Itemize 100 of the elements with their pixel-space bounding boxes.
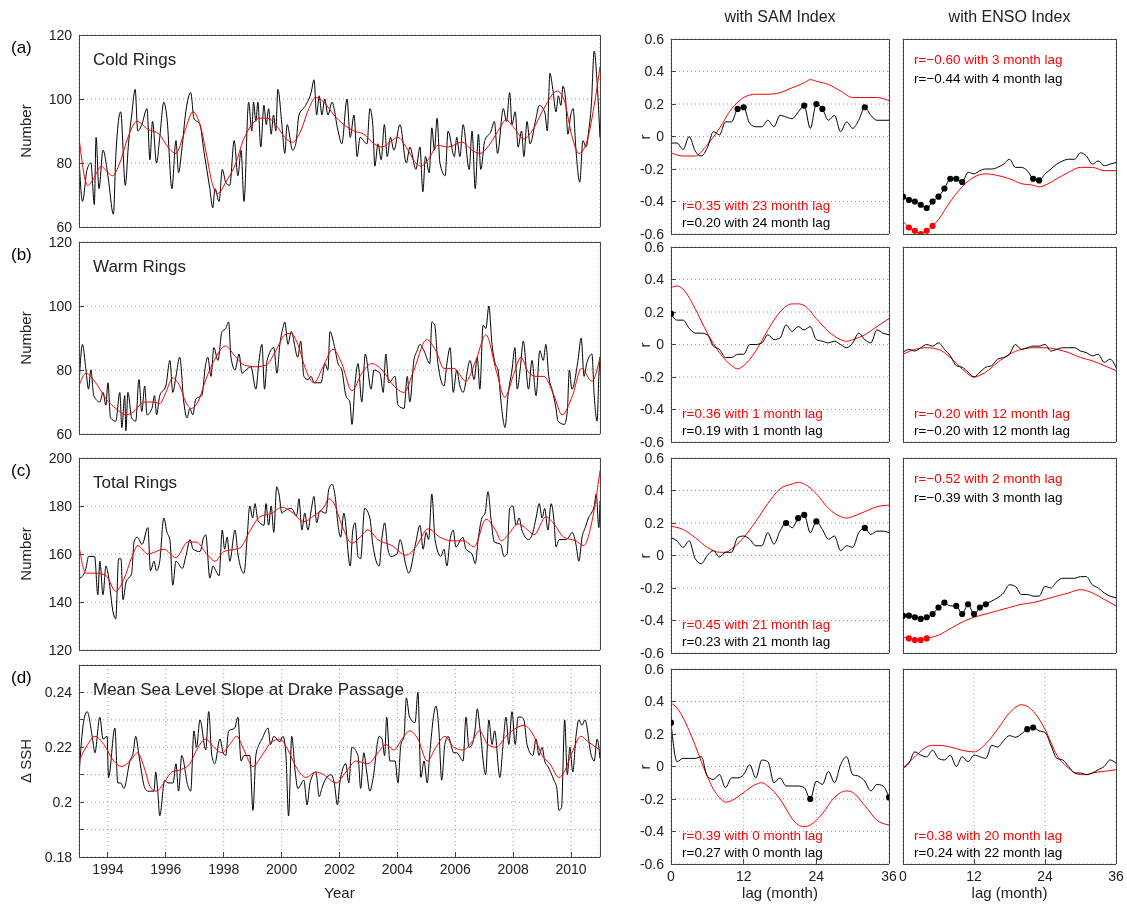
point bbox=[935, 604, 942, 611]
y-tick-label: 180 bbox=[48, 497, 73, 514]
y-tick-label: -0.2 bbox=[639, 579, 665, 596]
y-tick-label: 0.4 bbox=[644, 63, 665, 80]
text: Total Rings bbox=[93, 473, 178, 493]
x-tick-label: 36 bbox=[881, 867, 897, 884]
point bbox=[1030, 175, 1037, 182]
y-tick-label: -0.6 bbox=[639, 855, 665, 872]
y-tick-label: 0.6 bbox=[644, 30, 665, 47]
y-tick-label: 0.2 bbox=[644, 725, 665, 742]
text: Mean Sea Level Slope at Drake Passage bbox=[93, 680, 404, 700]
point bbox=[929, 222, 936, 229]
x-axis-title: Year bbox=[323, 884, 356, 902]
y-tick-label: 0.2 bbox=[644, 303, 665, 320]
y-tick-label: 120 bbox=[48, 641, 73, 658]
annotation: r=−0.20 with 12 month lag bbox=[914, 406, 1071, 422]
annotation: r=0.23 with 21 month lag bbox=[682, 634, 831, 650]
annotation: r=−0.52 with 2 month lag bbox=[914, 471, 1063, 487]
x-axis-title: lag (month) bbox=[970, 884, 1049, 902]
y-tick-label: 0.6 bbox=[644, 660, 665, 677]
x-axis-title: lag (month) bbox=[741, 884, 819, 902]
x-tick-label: 36 bbox=[1108, 867, 1124, 884]
line-series bbox=[671, 79, 889, 157]
y-tick-label: 0.2 bbox=[52, 794, 73, 811]
y-tick-label: 0.2 bbox=[644, 95, 665, 112]
point bbox=[1035, 177, 1043, 184]
y-tick-label: 0 bbox=[656, 547, 665, 564]
point bbox=[959, 610, 966, 618]
annotation: r=0.20 with 24 month lag bbox=[682, 215, 831, 231]
y-tick-label: 60 bbox=[56, 425, 73, 442]
annotation: r=0.27 with 0 month lag bbox=[682, 845, 823, 861]
text: (b) bbox=[11, 245, 32, 265]
point bbox=[976, 604, 984, 611]
point bbox=[911, 614, 918, 621]
point bbox=[953, 602, 960, 609]
point bbox=[923, 204, 930, 212]
point bbox=[959, 178, 966, 186]
y-tick-label: 0.2 bbox=[644, 514, 665, 531]
point bbox=[917, 201, 924, 208]
point bbox=[923, 635, 930, 642]
y-axis-title: Number bbox=[17, 311, 35, 365]
annotation: r=0.35 with 23 month lag bbox=[682, 198, 831, 214]
y-axis-title: r bbox=[636, 764, 654, 769]
y-tick-label: 200 bbox=[48, 449, 73, 466]
point bbox=[923, 614, 930, 621]
annotation: r=0.45 with 21 month lag bbox=[682, 617, 831, 633]
y-tick-label: -0.4 bbox=[639, 823, 665, 840]
line-series bbox=[79, 50, 600, 215]
y-tick-label: 80 bbox=[56, 361, 73, 378]
annotation: r=−0.60 with 3 month lag bbox=[914, 52, 1063, 68]
y-tick-label: 0.4 bbox=[644, 693, 665, 710]
y-tick-label: 60 bbox=[56, 218, 73, 235]
y-tick-label: -0.2 bbox=[639, 790, 665, 807]
y-tick-label: 140 bbox=[48, 593, 73, 610]
annotation: r=−0.39 with 3 month lag bbox=[914, 490, 1063, 506]
y-tick-label: 0.18 bbox=[44, 848, 73, 865]
x-tick-label: 2000 bbox=[266, 860, 298, 877]
x-tick-label: 0 bbox=[667, 867, 676, 884]
y-tick-label: 100 bbox=[48, 297, 73, 314]
y-tick-label: 0.4 bbox=[644, 482, 665, 499]
line-series bbox=[671, 702, 889, 828]
text: Cold Rings bbox=[93, 50, 177, 70]
y-tick-label: -0.2 bbox=[639, 368, 665, 385]
text: (d) bbox=[11, 668, 32, 688]
line-series bbox=[671, 103, 889, 157]
point bbox=[911, 227, 918, 234]
point bbox=[929, 610, 936, 618]
x-tick-label: 12 bbox=[966, 867, 982, 884]
x-tick-label: 2006 bbox=[439, 860, 472, 877]
x-tick-label: 1996 bbox=[150, 860, 182, 877]
point bbox=[935, 193, 942, 200]
point bbox=[929, 198, 936, 205]
point bbox=[801, 511, 808, 518]
point bbox=[813, 518, 820, 525]
annotation: r=0.39 with 0 month lag bbox=[682, 828, 823, 844]
y-tick-label: 100 bbox=[48, 90, 73, 107]
y-tick-label: -0.6 bbox=[639, 644, 665, 661]
x-tick-label: 0 bbox=[899, 867, 908, 884]
x-tick-label: 24 bbox=[808, 867, 825, 884]
y-tick-label: 0 bbox=[656, 128, 665, 145]
text: (c) bbox=[11, 461, 31, 481]
point bbox=[905, 635, 913, 642]
y-tick-label: 0 bbox=[656, 336, 665, 353]
text: (a) bbox=[11, 38, 32, 58]
y-tick-label: 0 bbox=[656, 758, 665, 775]
line-series bbox=[671, 285, 889, 370]
chart-title: with SAM Index bbox=[723, 8, 837, 27]
point bbox=[905, 224, 913, 231]
x-tick-label: 1994 bbox=[92, 860, 124, 877]
x-tick-label: 1998 bbox=[208, 860, 240, 877]
y-tick-label: 120 bbox=[48, 26, 73, 43]
point bbox=[923, 227, 930, 234]
annotation: r=0.36 with 1 month lag bbox=[682, 406, 823, 422]
y-axis-title: r bbox=[636, 553, 654, 558]
point bbox=[941, 599, 948, 606]
y-tick-label: 0.4 bbox=[644, 271, 665, 288]
point bbox=[970, 610, 978, 618]
y-axis-title: Number bbox=[17, 104, 35, 158]
y-tick-label: -0.6 bbox=[639, 433, 665, 450]
point bbox=[917, 615, 924, 622]
